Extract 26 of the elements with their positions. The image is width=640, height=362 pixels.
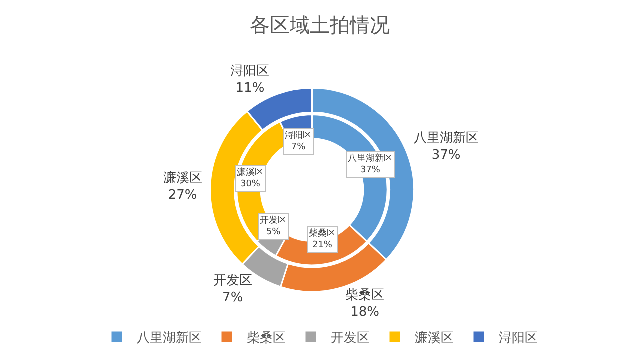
data-label: 27% (168, 188, 198, 203)
chart-title: 各区域土拍情况 (250, 13, 390, 38)
legend-label: 柴桑区 (247, 331, 286, 346)
legend-label: 开发区 (331, 331, 370, 346)
data-label: 18% (350, 304, 380, 320)
slice-label: 濂溪区 (163, 170, 202, 186)
slice-label: 浔阳区 (230, 64, 270, 80)
legend-label: 濂溪区 (415, 331, 454, 346)
legend-label: 浔阳区 (499, 331, 538, 346)
slice-label: 浔阳区 (285, 130, 312, 141)
slice-label: 柴桑区 (346, 288, 385, 303)
slice-label: 柴桑区 (309, 228, 336, 239)
slice-label: 开发区 (213, 274, 252, 289)
data-label: 5% (266, 228, 282, 238)
category-label: 开发区 (260, 216, 287, 226)
legend-label: 八里湖新区 (137, 331, 202, 346)
data-label: 37% (360, 166, 381, 176)
slice-label: 八里湖新区 (414, 131, 479, 146)
data-label: 7% (291, 142, 306, 153)
data-label: 21% (312, 240, 333, 251)
slice-label: 八里湖新区 (348, 153, 393, 164)
data-label: 30% (240, 180, 261, 190)
slice-label: 濂溪区 (237, 167, 264, 178)
data-label: 11% (236, 80, 265, 96)
data-label: 7% (222, 290, 244, 306)
data-label: 37% (432, 148, 461, 164)
